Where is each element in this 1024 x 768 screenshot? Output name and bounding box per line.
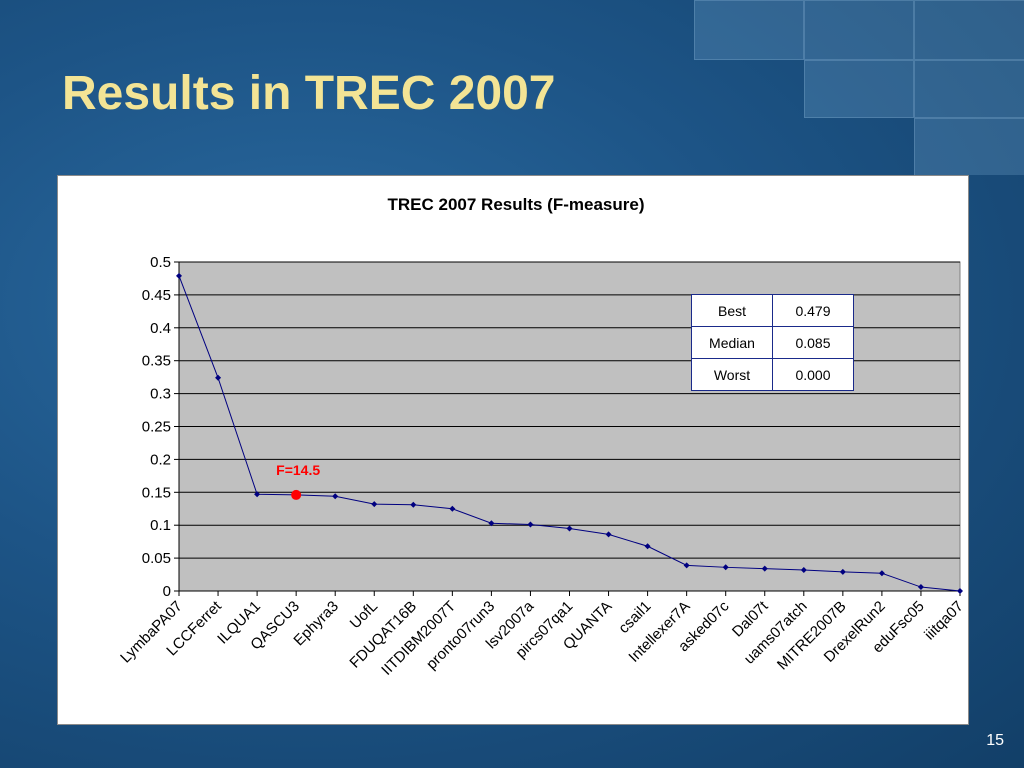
data-point	[839, 568, 846, 575]
y-tick-label: 0.5	[150, 254, 171, 271]
data-point	[527, 521, 534, 528]
stats-label: Worst	[691, 358, 773, 391]
header-decoration	[694, 0, 1024, 175]
y-tick-label: 0.1	[150, 517, 171, 534]
stats-value: 0.085	[772, 326, 854, 359]
y-tick-label: 0.2	[150, 451, 171, 468]
data-point	[215, 374, 222, 381]
data-point	[488, 520, 495, 527]
y-tick-label: 0.15	[142, 484, 171, 501]
chart-title: TREC 2007 Results (F-measure)	[388, 195, 645, 214]
data-point	[254, 491, 261, 498]
data-point	[917, 584, 924, 591]
data-point	[605, 531, 612, 538]
data-point	[722, 564, 729, 571]
data-point	[683, 562, 690, 569]
stats-value: 0.000	[772, 358, 854, 391]
line-chart: TREC 2007 Results (F-measure) 0 0.05 0.1 0.…	[117, 195, 967, 679]
page-number: 15	[986, 732, 1004, 749]
slide-title: Results in TREC 2007	[62, 67, 556, 120]
data-point	[449, 505, 456, 512]
data-point	[761, 565, 768, 572]
stats-table: Best 0.479 Median 0.085 Worst 0.000	[691, 294, 854, 391]
y-tick-label: 0.05	[142, 550, 171, 567]
data-point	[878, 570, 885, 577]
x-tick-label: UofL	[347, 598, 381, 632]
y-tick-label: 0	[163, 583, 171, 600]
data-point	[410, 501, 417, 508]
highlight-point	[291, 489, 302, 500]
data-point	[176, 272, 182, 279]
data-point	[800, 566, 807, 573]
stats-row-worst: Worst 0.000	[691, 358, 854, 391]
y-tick-label: 0.25	[142, 419, 171, 436]
x-tick-label: iiitqa07	[921, 598, 967, 644]
data-point	[332, 493, 339, 500]
data-point	[644, 543, 651, 550]
stats-value: 0.479	[772, 294, 854, 327]
data-point	[371, 501, 378, 508]
stats-row-best: Best 0.479	[691, 294, 854, 327]
y-tick-label: 0.3	[150, 386, 171, 403]
highlight-label: F=14.5	[276, 462, 320, 478]
stats-row-median: Median 0.085	[691, 326, 854, 359]
y-tick-label: 0.4	[150, 320, 171, 337]
y-tick-label: 0.45	[142, 287, 171, 304]
data-point	[566, 525, 573, 532]
data-point	[957, 588, 963, 594]
chart-container: TREC 2007 Results (F-measure) 0 0.05 0.1 0.…	[57, 175, 969, 725]
y-tick-label: 0.35	[142, 353, 171, 370]
stats-label: Median	[691, 326, 773, 359]
stats-label: Best	[691, 294, 773, 327]
